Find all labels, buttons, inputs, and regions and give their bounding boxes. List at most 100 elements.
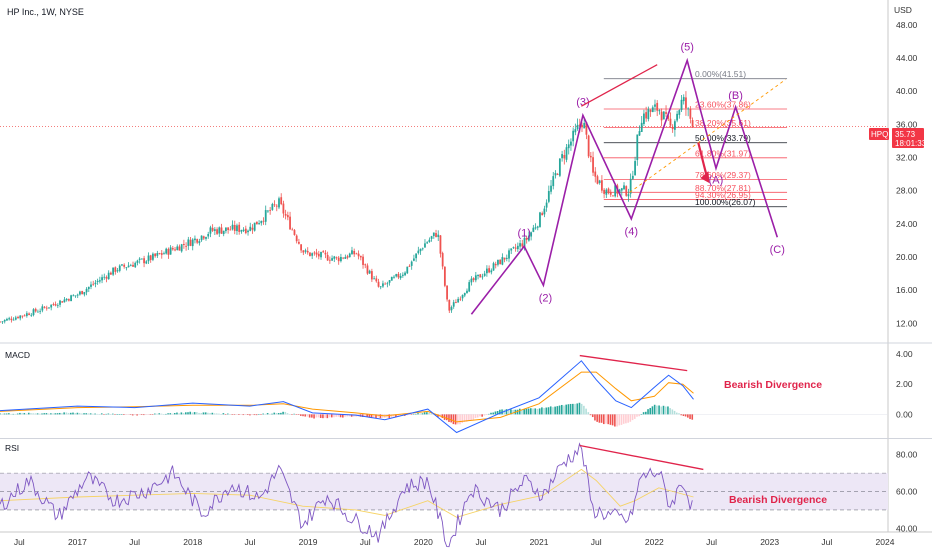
candle-body — [269, 210, 272, 211]
time-tick-label: 2017 — [68, 537, 87, 547]
macd-histogram-bar — [308, 414, 311, 418]
candle-body — [388, 280, 391, 283]
candle-body — [286, 215, 289, 218]
macd-histogram-bar — [527, 408, 530, 415]
fib-level-label: 88.70%(27.81) — [695, 183, 751, 193]
macd-histogram-bar — [618, 414, 621, 426]
fibonacci-retracement[interactable]: 0.00%(41.51) 23.60%(37.86) 38.20%(35.61) 50… — [603, 69, 788, 207]
candle-body — [1, 321, 4, 323]
candle-body — [3, 319, 6, 322]
macd-histogram-bar — [607, 414, 610, 425]
candle-body — [37, 311, 39, 313]
elliott-wave-path[interactable] — [470, 57, 779, 315]
macd-histogram-bar — [574, 403, 576, 415]
rsi-divergence-line[interactable] — [579, 444, 704, 471]
macd-histogram-bar — [240, 414, 242, 415]
candle-body — [470, 278, 473, 283]
candle-body — [521, 243, 524, 247]
candle-body — [39, 310, 42, 312]
candle-body — [424, 243, 426, 248]
time-tick-label: Jul — [129, 537, 140, 547]
projection-arrowhead — [700, 171, 710, 184]
macd-histogram-bar — [244, 414, 247, 415]
macd-histogram-bar — [229, 414, 231, 415]
candle-body — [30, 314, 33, 316]
candle-body — [260, 220, 263, 224]
macd-histogram-bar — [326, 414, 329, 419]
price-tag[interactable]: HPQ 35.73 18:01:33 — [869, 128, 927, 148]
macd-signal-line[interactable] — [0, 371, 694, 423]
macd-histogram-bar — [324, 414, 326, 418]
candle-body — [205, 237, 207, 239]
candle-body — [578, 124, 581, 126]
candle-body — [346, 256, 349, 258]
candle-body — [156, 253, 159, 256]
macd-histogram-bar — [591, 414, 594, 418]
macd-histogram-bar — [406, 414, 408, 416]
rsi-line[interactable] — [0, 442, 693, 548]
candle-body — [353, 250, 356, 255]
macd-histogram-bar — [496, 411, 499, 415]
macd-histogram-bar — [377, 414, 380, 418]
upper-trendline[interactable] — [581, 64, 658, 107]
macd-histogram-bar — [47, 413, 50, 415]
candle-body — [503, 257, 506, 260]
macd-histogram-bar — [552, 407, 554, 415]
candle-body — [357, 253, 360, 257]
macd-histogram-bar — [667, 406, 669, 415]
candle-body — [76, 294, 79, 296]
rising-trendline[interactable] — [629, 79, 786, 193]
candle-body — [85, 288, 88, 293]
candle-body — [441, 253, 444, 267]
macd-histogram-bar — [25, 413, 28, 415]
macd-histogram-bar — [202, 412, 205, 415]
macd-histogram-bar — [142, 414, 145, 416]
rsi-pane[interactable] — [0, 442, 888, 548]
macd-histogram-bar — [609, 414, 612, 425]
price-axis[interactable]: 12.00 16.00 20.00 24.00 28.00 32.00 36.00 40.00… — [896, 20, 918, 533]
candle-body — [171, 248, 174, 250]
candle-body — [220, 227, 223, 234]
candle-body — [136, 260, 139, 263]
macd-histogram-bar — [169, 413, 172, 415]
time-tick-label: Jul — [706, 537, 717, 547]
candle-body — [654, 104, 656, 107]
macd-histogram-bar — [645, 411, 647, 415]
candle-body — [180, 244, 183, 252]
candle-body — [158, 253, 161, 255]
macd-histogram-bar — [653, 404, 656, 415]
macd-histogram-bar — [558, 405, 561, 415]
macd-histogram-bar — [131, 414, 134, 416]
macd-histogram-bar — [353, 414, 355, 417]
candle-body — [368, 270, 371, 274]
rsi-ma-line[interactable] — [0, 468, 694, 518]
candle-body — [213, 229, 216, 231]
macd-histogram-bar — [257, 414, 260, 415]
time-axis[interactable]: Jul 2017 Jul 2018 Jul 2019 Jul 2020 Jul 2021 Jul 20… — [14, 537, 895, 547]
candle-body — [147, 255, 150, 262]
candle-body — [499, 259, 502, 265]
macd-divergence-line[interactable] — [579, 354, 688, 372]
macd-histogram-bar — [116, 414, 119, 415]
macd-pane[interactable] — [0, 354, 888, 434]
macd-histogram-bar — [545, 407, 548, 415]
candle-body — [667, 115, 670, 119]
macd-histogram-bar — [304, 414, 307, 417]
macd-histogram-bar — [76, 412, 79, 415]
macd-histogram-bar — [156, 413, 158, 415]
candle-body — [70, 295, 72, 302]
candle-body — [278, 198, 280, 208]
macd-histogram-bar — [288, 413, 291, 415]
elliott-wave-drawing[interactable]: (1) (2) (3) (4) (5) (A) (B) (C) — [470, 42, 786, 315]
price-candles[interactable] — [0, 91, 694, 324]
candle-body — [185, 245, 187, 247]
macd-histogram-bar — [127, 414, 130, 415]
candle-body — [691, 120, 694, 127]
macd-line[interactable] — [0, 360, 694, 434]
macd-histogram-bar — [344, 414, 346, 417]
candle-body — [258, 223, 260, 225]
candle-body — [107, 272, 110, 280]
candle-body — [643, 113, 645, 124]
macd-histogram-bar — [293, 413, 295, 415]
